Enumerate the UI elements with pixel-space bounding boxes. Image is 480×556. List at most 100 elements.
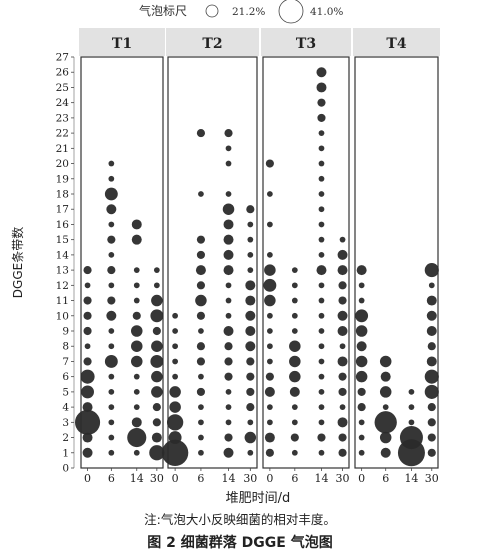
bubble-t2-d6-b22 [196,129,206,138]
bubble-t3-d14-b18 [318,191,325,197]
bubble-t4-d30-b6 [424,369,439,384]
bubble-t1-d0-b12 [84,282,91,289]
bubble-t2-d14-b22 [224,129,233,138]
bubble-t2-d30-b17 [246,205,255,214]
bubble-t2-d0-b1 [161,439,189,466]
bubble-t3-d6-b11 [291,297,298,304]
bubble-t3-d14-b4 [318,404,325,410]
bubble-t3-d0-b12 [263,278,277,292]
bubble-t2-d30-b13 [247,267,254,273]
legend-label-1: 21.2% [232,6,265,18]
panel-frame-t3 [262,56,350,469]
panel-t4: T4 0 6 14 30 [353,28,440,485]
bubble-t2-d14-b8 [224,342,233,351]
bubble-t4-d14-b5 [408,389,415,395]
bubble-t1-d0-b1 [82,447,93,458]
y-tick-label-21: 21 [56,143,69,155]
panel-header-t3 [261,28,351,56]
bubble-t2-d14-b17 [222,203,235,215]
bubble-t1-d6-b13 [107,266,116,275]
bubble-t1-d14-b4 [133,404,140,410]
x-axis-label: 堆肥时间/d [226,491,291,506]
bubble-t4-d30-b12 [428,282,435,289]
bubble-t3-d0-b6 [265,372,274,381]
bubble-t1-d14-b2 [127,428,147,448]
bubble-t3-d6-b13 [291,267,298,273]
bubble-t4-d30-b2 [427,433,436,442]
bubble-t1-d14-b16 [131,219,142,230]
bubble-t2-d14-b5 [225,389,232,395]
bubble-t3-d0-b14 [267,252,273,258]
y-tick-label-0: 0 [62,463,69,475]
bubble-t3-d14-b24 [317,98,326,107]
bubble-t2-d30-b15 [247,236,254,243]
bubble-t4-d6-b3 [374,411,397,434]
bubble-t1-d6-b10 [106,310,117,321]
bubble-t2-d14-b11 [225,297,232,304]
bubble-t3-d6-b1 [291,449,298,456]
bubble-t3-d30-b8 [339,343,346,350]
y-axis-label: DGGE条带数 [10,227,25,298]
bubble-t2-d0-b3 [166,414,184,431]
bubble-t3-d14-b20 [318,160,325,167]
x-tick-label-t2-30: 30 [243,472,257,485]
bubble-t1-d6-b4 [108,404,115,410]
x-tick-label-t4-30: 30 [425,472,439,485]
bubble-t3-d0-b16 [267,221,273,228]
bubble-t1-d0-b13 [83,266,92,275]
bubble-t3-d0-b20 [265,159,274,168]
bubble-t2-d0-b6 [172,373,178,380]
bubble-t1-d30-b12 [153,282,160,289]
bubble-t3-d30-b9 [337,326,348,336]
figure-caption: 图 2 细菌群落 DGGE 气泡图 [147,535,333,551]
y-tick-label-4: 4 [62,402,69,414]
y-tick-label-6: 6 [62,371,69,383]
bubble-t4-d0-b1 [358,449,365,456]
bubble-t1-d14-b3 [131,417,142,428]
bubble-t2-d14-b12 [225,282,232,289]
x-tick-label-t1-6: 6 [108,472,115,485]
bubble-t2-d6-b4 [198,404,204,410]
bubble-t1-d6-b2 [108,434,115,441]
y-tick-label-22: 22 [56,128,69,140]
bubble-t4-d6-b1 [380,447,391,458]
bubble-t3-d14-b3 [318,419,325,426]
bubble-t2-d6-b6 [198,373,204,380]
bubble-t3-d14-b14 [318,252,325,258]
y-tick-label-18: 18 [56,189,69,201]
bubble-t4-d30-b9 [426,326,437,336]
bubble-t2-d6-b8 [196,342,206,351]
y-tick-label-16: 16 [56,219,70,231]
bubble-t3-d0-b10 [267,312,273,319]
panel-header-t2 [166,28,259,56]
bubble-t2-d6-b12 [196,281,206,290]
y-tick-label-12: 12 [56,280,69,292]
bubble-t3-d14-b19 [318,175,325,182]
bubble-t2-d6-b9 [198,328,204,334]
bubble-t2-d0-b8 [172,343,178,350]
bubble-t1-d14-b8 [131,340,143,352]
bubble-t3-d30-b14 [337,249,348,260]
bubble-t1-d6-b19 [108,175,115,182]
bubble-t1-d6-b16 [108,221,115,228]
bubble-t2-d6-b11 [195,294,207,307]
x-tick-label-t1-30: 30 [150,472,164,485]
x-tick-label-t1-14: 14 [130,472,144,485]
bubble-t2-d30-b11 [245,295,256,306]
bubble-t3-d30-b15 [339,236,346,243]
bubble-t3-d14-b11 [318,297,325,304]
bubble-t2-d14-b7 [224,357,233,366]
bubble-t4-d0-b3 [358,419,365,426]
bubble-t3-d0-b7 [267,358,273,365]
bubble-t4-d0-b10 [355,309,369,323]
bubble-t2-d14-b6 [224,372,233,381]
y-tick-label-7: 7 [62,356,69,368]
bubble-t2-d6-b2 [198,434,204,441]
bubble-t2-d30-b16 [247,221,254,228]
bubble-t4-d6-b4 [382,404,389,410]
bubble-t2-d0-b7 [172,358,178,365]
bubble-t2-d30-b12 [245,280,256,291]
y-tick-label-15: 15 [56,234,69,246]
y-tick-label-8: 8 [62,341,69,353]
